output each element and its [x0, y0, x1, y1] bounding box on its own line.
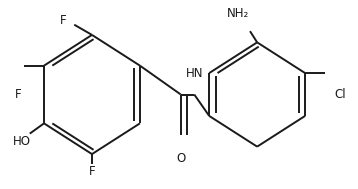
Text: F: F: [60, 14, 67, 27]
Text: Cl: Cl: [335, 88, 347, 101]
Text: NH₂: NH₂: [227, 7, 249, 20]
Text: F: F: [15, 88, 22, 101]
Text: O: O: [176, 152, 185, 165]
Text: F: F: [89, 165, 95, 178]
Text: HO: HO: [13, 136, 31, 149]
Text: HN: HN: [185, 67, 203, 80]
